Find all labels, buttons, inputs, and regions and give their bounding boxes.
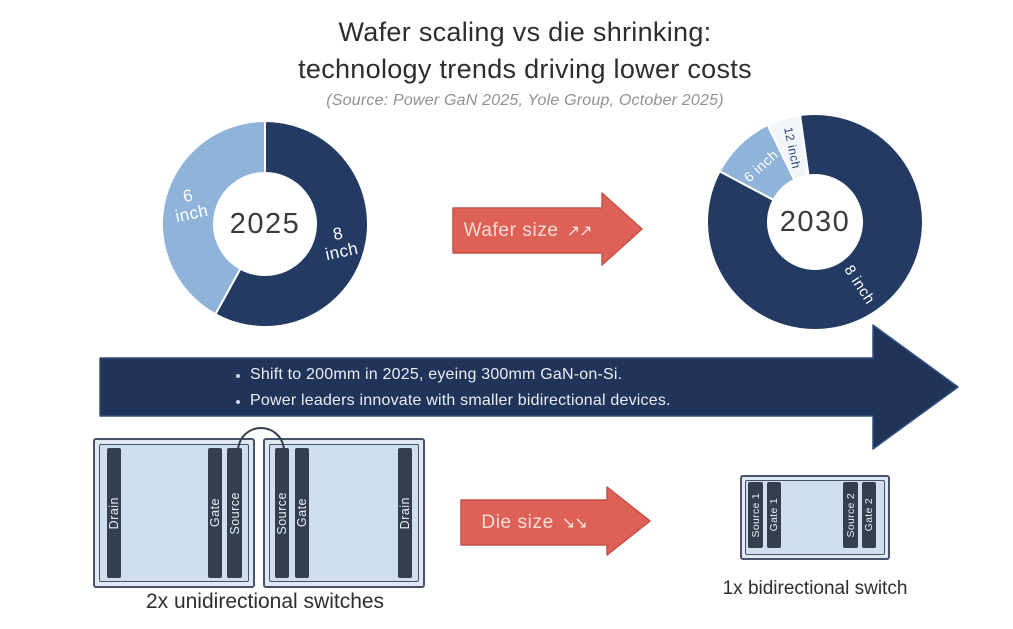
gate-label: Gate — [295, 498, 309, 528]
banner-bullet-1: Shift to 200mm in 2025, eyeing 300mm GaN… — [250, 362, 671, 388]
gate-label: Gate — [208, 498, 222, 528]
drain-terminal: Drain — [107, 448, 121, 578]
source-label: Source — [227, 491, 242, 535]
donut-segment — [707, 114, 923, 330]
banner-bullet-list: Shift to 200mm in 2025, eyeing 300mm GaN… — [230, 362, 671, 414]
wafer-size-arrow: Wafer size ↗↗ — [452, 192, 643, 267]
switch-inner-frame — [269, 444, 419, 582]
donut-segment — [766, 114, 810, 181]
donut-segment — [214, 120, 369, 328]
donut-segment — [161, 120, 266, 316]
donut-segment-label: 8 inch — [323, 223, 360, 265]
donut-chart-2030: 2030 8 inch 6 inch 12 inch — [707, 114, 923, 330]
source2-terminal: Source 2 — [843, 482, 858, 548]
bidirectional-caption: 1x bidirectional switch — [722, 578, 908, 599]
gate-terminal: Gate — [208, 448, 222, 578]
drain-label: Drain — [398, 496, 412, 530]
source-terminal: Source — [227, 448, 242, 578]
bidirectional-switch: Source 1 Gate 1 Source 2 Gate 2 — [740, 475, 890, 560]
source1-terminal: Source 1 — [748, 482, 763, 548]
unidirectional-caption: 2x unidirectional switches — [145, 590, 385, 613]
drain-terminal: Drain — [398, 448, 412, 578]
donut-chart-2025: 2025 8 inch 6 inch — [159, 118, 371, 330]
gate2-terminal: Gate 2 — [862, 482, 876, 548]
switch-inner-frame — [99, 444, 249, 582]
page-title: Wafer scaling vs die shrinking: technolo… — [40, 14, 1010, 88]
title-line-2: technology trends driving lower costs — [298, 54, 752, 84]
wafer-size-text: Wafer size — [463, 219, 559, 241]
wafer-size-label: Wafer size ↗↗ — [453, 208, 602, 253]
source-label: Source — [275, 491, 289, 535]
donut-2025-center-label: 2025 — [229, 207, 301, 240]
gate1-label: Gate 1 — [768, 498, 780, 532]
drain-label: Drain — [107, 496, 121, 530]
donut-2025-svg — [161, 120, 369, 328]
banner-bullet-2: Power leaders innovate with smaller bidi… — [250, 388, 671, 414]
donut-2030-center-label: 2030 — [779, 205, 851, 238]
source-note: (Source: Power GaN 2025, Yole Group, Oct… — [326, 92, 724, 109]
right-arrow-shape — [452, 192, 643, 266]
source2-label: Source 2 — [844, 492, 857, 538]
die-size-text: Die size — [481, 511, 554, 533]
down-trend-arrows-icon: ↘↘ — [561, 514, 588, 532]
title-line-1: Wafer scaling vs die shrinking: — [338, 17, 712, 47]
die-size-arrow: Die size ↘↘ — [460, 485, 651, 557]
banner-arrow-shape — [99, 324, 959, 450]
source1-label: Source 1 — [749, 492, 762, 538]
up-trend-arrows-icon: ↗↗ — [566, 222, 593, 240]
donut-2030-svg — [707, 114, 923, 330]
right-arrow-shape — [460, 486, 651, 556]
die-size-label: Die size ↘↘ — [461, 500, 607, 545]
unidirectional-switch-right: Source Gate Drain — [263, 438, 425, 588]
source-terminal: Source — [275, 448, 289, 578]
gate1-terminal: Gate 1 — [767, 482, 781, 548]
gate2-label: Gate 2 — [863, 498, 875, 532]
gate-terminal: Gate — [295, 448, 309, 578]
unidirectional-switch-left: Drain Gate Source — [93, 438, 255, 588]
trend-banner-arrow: Shift to 200mm in 2025, eyeing 300mm GaN… — [99, 324, 960, 450]
